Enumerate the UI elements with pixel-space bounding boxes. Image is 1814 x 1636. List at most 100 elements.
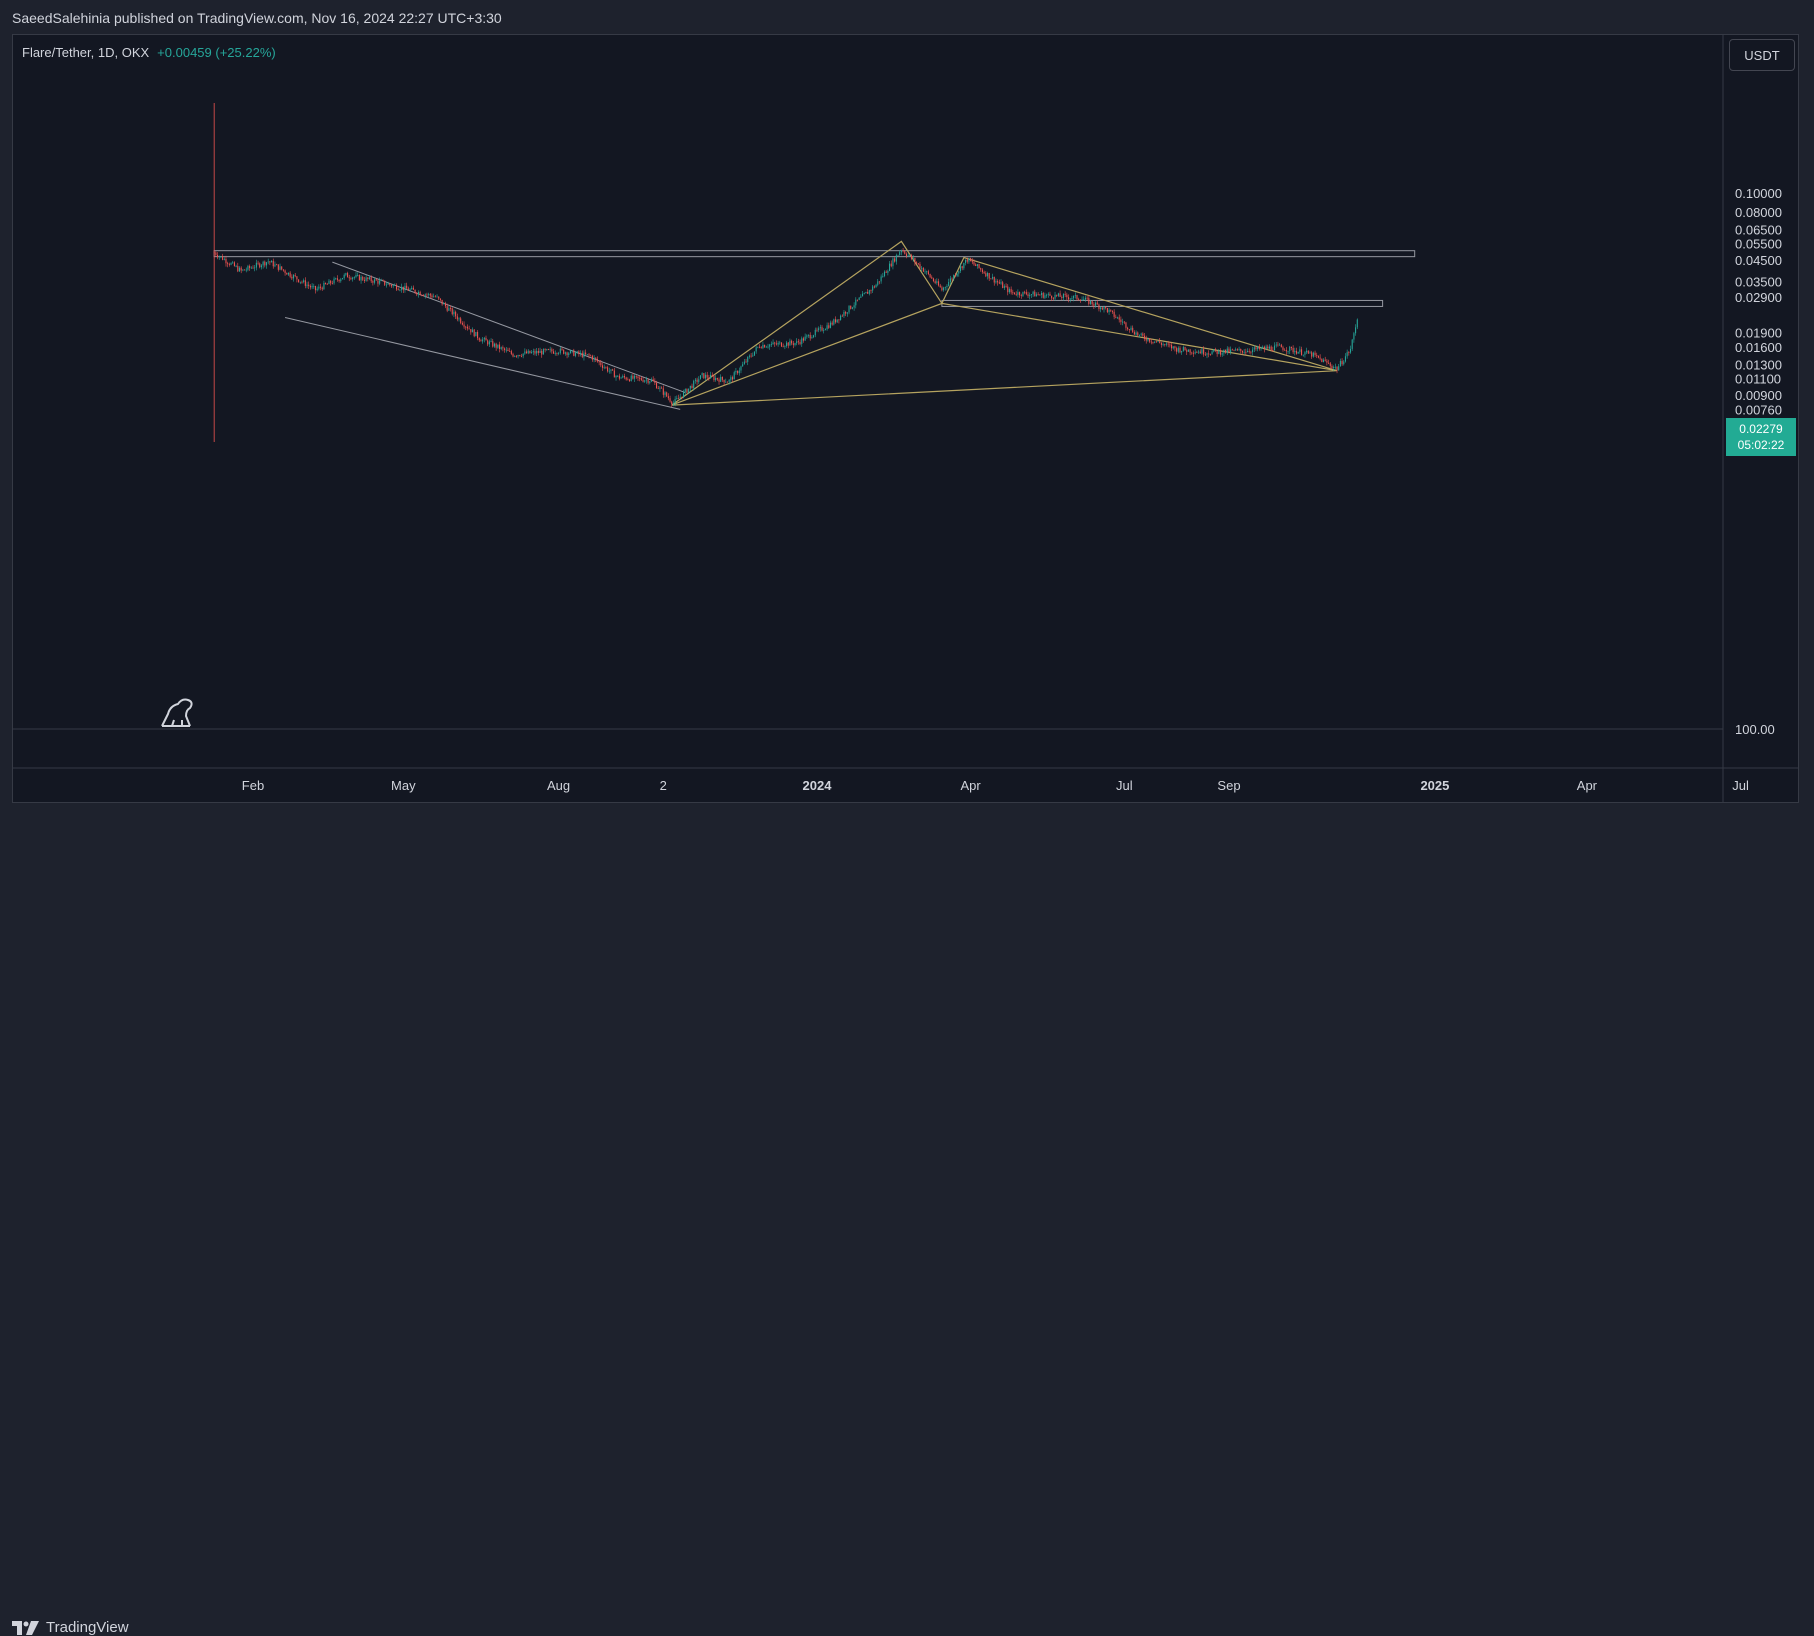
candle-body — [862, 293, 864, 297]
candle — [1105, 306, 1107, 310]
candle-body — [1258, 346, 1260, 349]
candle-body — [1198, 351, 1200, 353]
candle — [1174, 345, 1176, 352]
candle — [804, 333, 806, 341]
candle — [470, 329, 472, 335]
bar-countdown: 05:02:22 — [1737, 438, 1785, 452]
candle — [1123, 321, 1125, 325]
candle-body — [416, 292, 418, 295]
candle-body — [296, 276, 298, 280]
candle-body — [286, 273, 288, 275]
candle — [966, 257, 968, 264]
candle — [1064, 291, 1066, 298]
candle — [368, 275, 371, 281]
candle — [379, 277, 381, 286]
candle-body — [1030, 294, 1032, 295]
candle-body — [777, 343, 779, 345]
candle — [1304, 351, 1306, 358]
candle-body — [770, 344, 772, 345]
candle-body — [564, 352, 566, 354]
candle-body — [983, 272, 985, 274]
candle-body — [368, 277, 371, 280]
dinosaur-icon — [161, 698, 193, 727]
candle-body — [726, 381, 729, 383]
chart-area[interactable] — [12, 34, 1799, 803]
grid — [12, 34, 1799, 803]
candle — [1140, 332, 1142, 337]
candle-body — [601, 365, 604, 368]
candle — [1176, 346, 1178, 355]
candle-body — [1160, 343, 1162, 345]
candle-body — [421, 295, 423, 296]
candle-body — [299, 281, 301, 283]
candle — [460, 316, 462, 325]
candle-body — [628, 379, 631, 381]
candle — [581, 350, 583, 359]
candle — [988, 272, 990, 281]
candle — [519, 354, 521, 357]
candle-body — [953, 275, 955, 279]
candle — [1294, 347, 1296, 356]
candle-body — [610, 369, 612, 371]
candle-body — [1149, 338, 1151, 342]
candle — [529, 350, 531, 354]
candle-body — [578, 351, 580, 355]
candle — [551, 347, 553, 354]
candle — [436, 294, 438, 298]
candle-body — [615, 376, 617, 378]
candle — [1030, 294, 1032, 298]
candle — [860, 294, 862, 298]
candle-body — [314, 286, 317, 291]
candle-body — [1137, 332, 1139, 336]
candle — [1336, 366, 1338, 374]
candle-body — [801, 338, 803, 344]
candle-body — [1331, 365, 1333, 368]
candle-body — [1343, 361, 1345, 365]
candle-body — [858, 297, 860, 300]
candle-body — [1127, 327, 1129, 330]
candle-body — [1304, 352, 1306, 355]
time-tick-label: 2024 — [803, 778, 833, 793]
candle — [456, 313, 458, 322]
candle-body — [904, 251, 906, 254]
candle — [1289, 345, 1291, 354]
candle — [461, 321, 463, 326]
candle-body — [524, 351, 526, 354]
candle — [232, 260, 234, 264]
candle-body — [667, 396, 669, 399]
candle — [993, 276, 995, 286]
candle — [1083, 296, 1085, 301]
candle-body — [277, 264, 279, 270]
candle — [363, 276, 365, 283]
candle — [1042, 291, 1044, 299]
candle — [971, 258, 973, 265]
candle — [372, 279, 374, 286]
candle — [686, 388, 688, 394]
candle-body — [397, 289, 399, 291]
candle-body — [406, 285, 408, 289]
candle — [264, 260, 266, 268]
candle-body — [1027, 294, 1029, 297]
candle-body — [1230, 349, 1232, 353]
candle — [412, 285, 414, 290]
candle-body — [272, 260, 274, 267]
candle-body — [634, 375, 636, 379]
candle — [840, 314, 842, 321]
tradingview-logo[interactable]: TradingView — [12, 1619, 129, 1636]
candle — [1238, 346, 1240, 352]
candle — [1150, 338, 1152, 345]
candle — [1299, 346, 1301, 354]
candle-body — [1253, 347, 1255, 350]
candle — [885, 270, 887, 273]
currency-button[interactable]: USDT — [1729, 39, 1795, 71]
candle-body — [796, 341, 798, 344]
candle-body — [531, 352, 533, 354]
candle — [1184, 346, 1186, 351]
candle — [287, 272, 290, 276]
candle — [647, 378, 649, 385]
candle-body — [1069, 298, 1071, 300]
time-axis[interactable]: Feb May Aug 2 2024 Apr Jul Sep 2025 Apr Jul — [242, 778, 1749, 793]
candle-body — [1133, 332, 1135, 335]
